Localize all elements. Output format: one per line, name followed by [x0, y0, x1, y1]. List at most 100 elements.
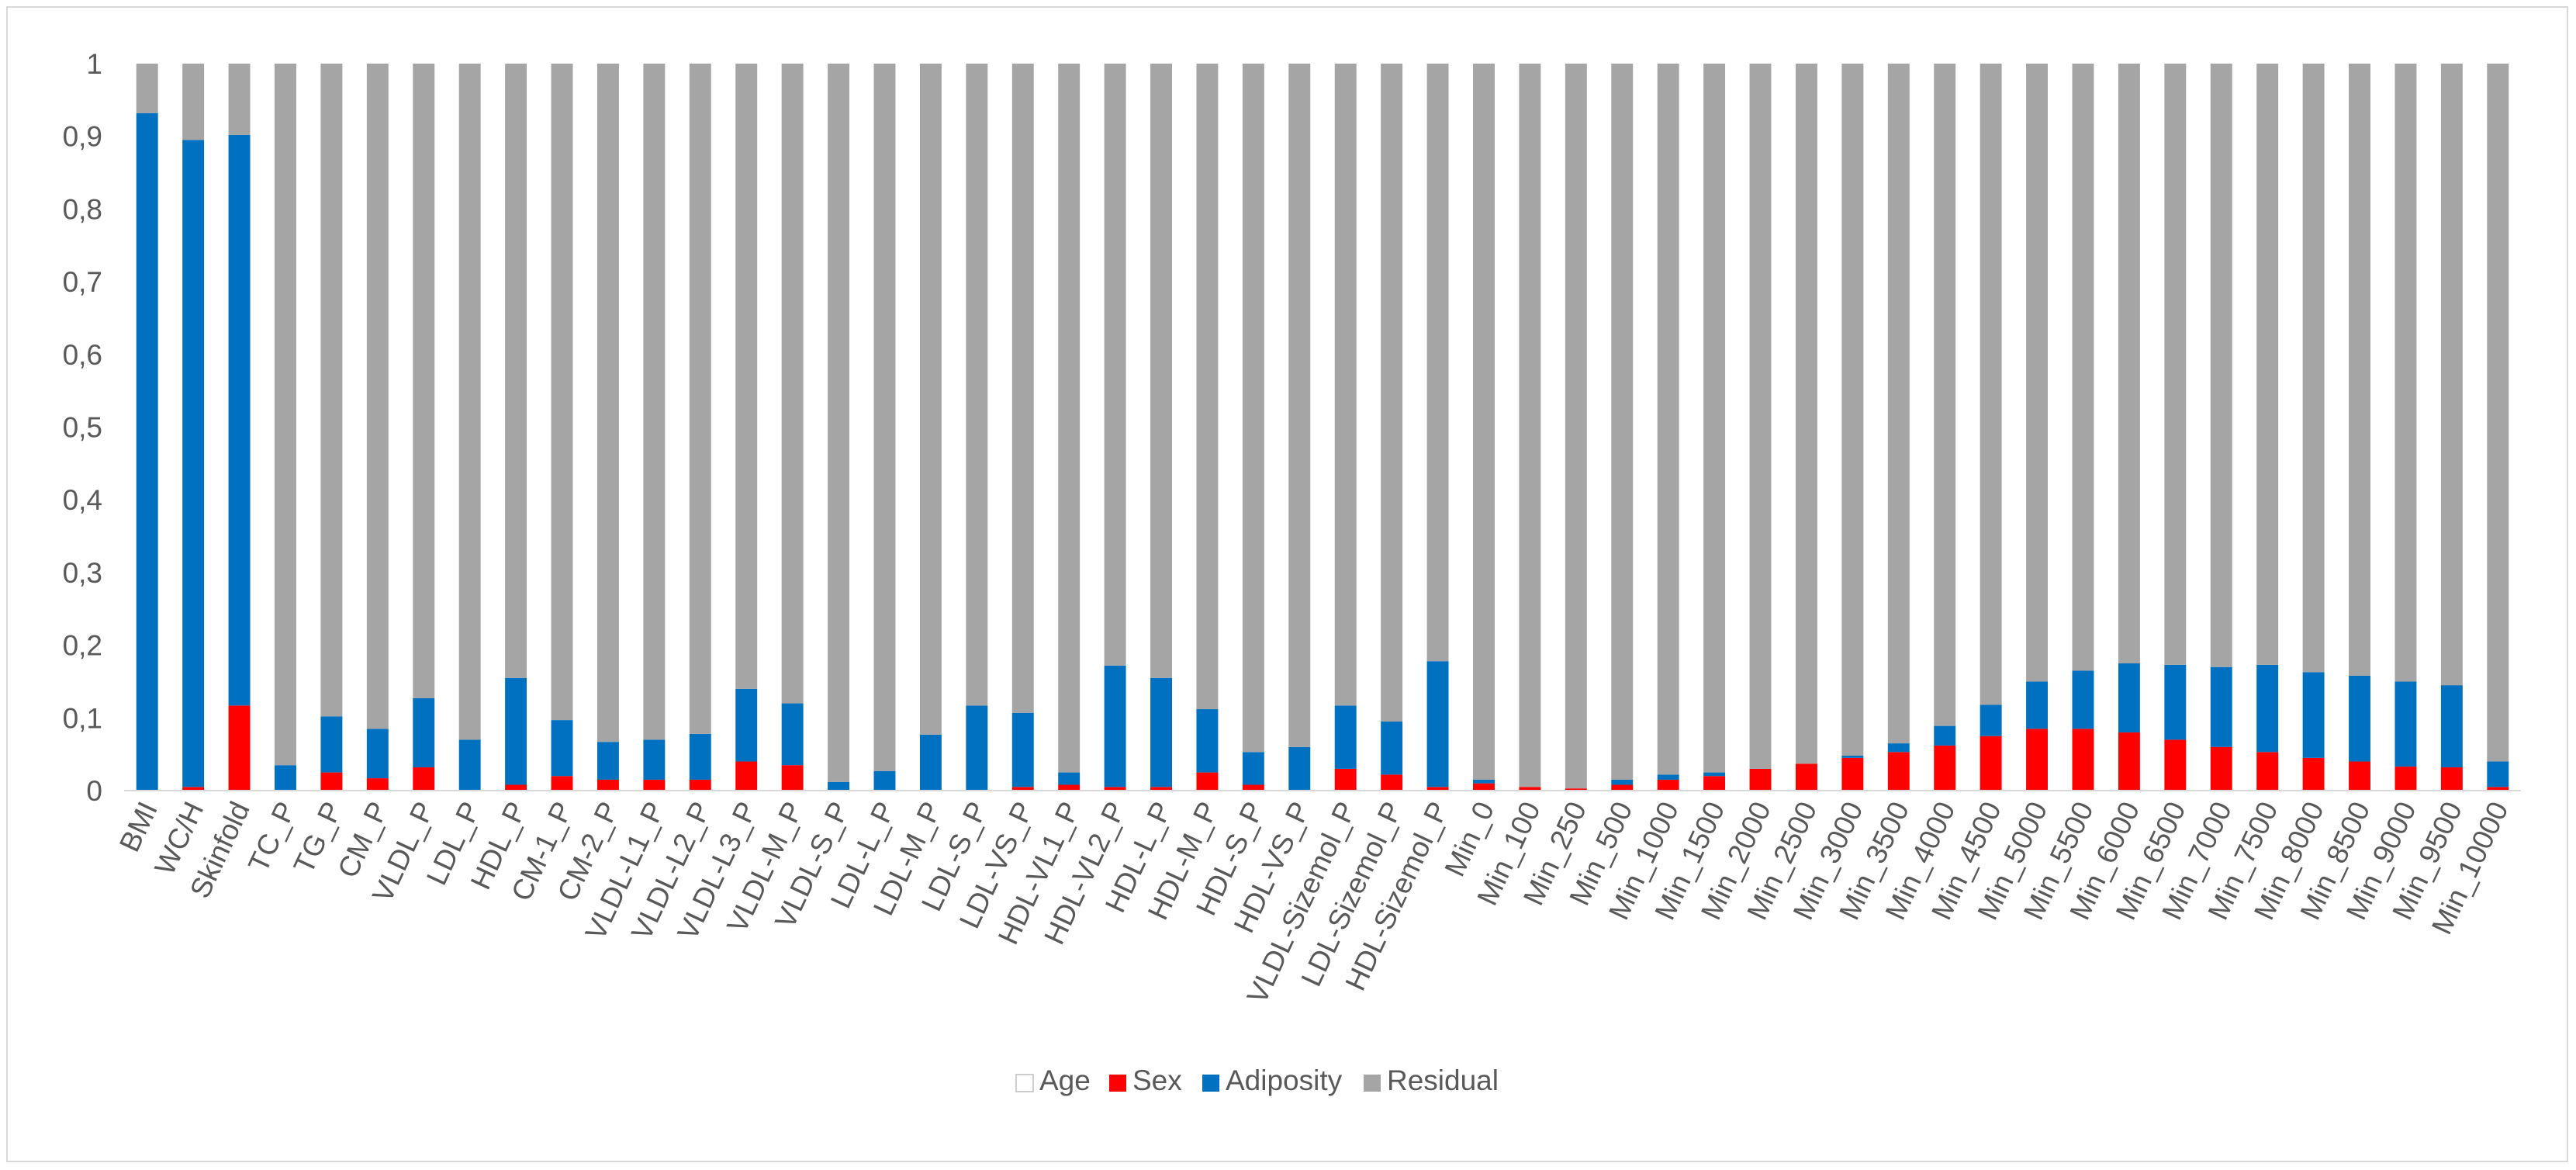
bar-segment-adiposity: [966, 705, 988, 791]
bar-segment-sex: [2072, 729, 2094, 791]
x-tick-label: BMI: [113, 797, 164, 857]
bar-segment-sex: [2256, 752, 2279, 791]
bar-segment-residual: [2349, 64, 2370, 676]
bar-segment-residual: [366, 64, 389, 729]
y-tick-label: 0,7: [63, 266, 102, 298]
bar-segment-adiposity: [505, 677, 527, 785]
legend-swatch-sex: [1109, 1075, 1126, 1092]
bar-segment-residual: [1058, 64, 1081, 773]
bar-segment-adiposity: [1980, 704, 2002, 736]
bar-segment-residual: [1196, 64, 1219, 710]
bar-segment-sex: [735, 761, 758, 791]
bar-segment-residual: [2026, 64, 2049, 682]
bar-segment-sex: [2118, 732, 2140, 791]
bar-segment-residual: [1519, 64, 1541, 788]
bar-segment-adiposity: [689, 733, 711, 780]
bar-segment-residual: [643, 64, 666, 740]
bar-segment-sex: [1934, 745, 1956, 791]
bar-segment-residual: [919, 64, 942, 735]
bar-segment-sex: [596, 779, 619, 791]
bar-segment-residual: [966, 64, 988, 706]
bar-segment-sex: [1104, 787, 1126, 791]
bar-segment-residual: [275, 64, 296, 766]
bar-segment-adiposity: [551, 720, 573, 777]
bar-segment-residual: [689, 64, 711, 734]
bar-segment-residual: [1657, 64, 1679, 775]
bar-segment-residual: [2487, 64, 2509, 762]
bar-segment-residual: [2072, 64, 2094, 671]
legend-label-adiposity: Adiposity: [1226, 1064, 1343, 1096]
bar-segment-residual: [1288, 64, 1311, 747]
bar-segment-sex: [1334, 768, 1357, 791]
bar-segment-residual: [1242, 64, 1264, 753]
bar-segment-sex: [1841, 757, 1864, 791]
bar-segment-residual: [1795, 64, 1817, 764]
bar-segment-residual: [1426, 64, 1449, 662]
bar-segment-adiposity: [2118, 663, 2140, 733]
legend-label-sex: Sex: [1132, 1064, 1182, 1096]
x-axis-tick-labels: BMIWC/HSkinfoldTC_PTG_PCM_PVLDL_PLDL_PHD…: [113, 797, 2515, 1009]
y-tick-label: 0: [86, 775, 102, 807]
bar-segment-sex: [1196, 772, 1219, 791]
bar-segment-adiposity: [2026, 681, 2049, 729]
bar-segment-adiposity: [320, 716, 343, 773]
bar-segment-sex: [781, 765, 804, 791]
bar-segment-residual: [320, 64, 343, 717]
bar-segment-sex: [2349, 761, 2370, 791]
bar-segment-sex: [1749, 768, 1772, 791]
bar-segment-sex: [1887, 752, 1910, 791]
bar-segment-adiposity: [2210, 666, 2232, 747]
bar-segment-sex: [182, 787, 205, 791]
bar-segment-adiposity: [413, 698, 435, 768]
bar-segment-adiposity: [2164, 664, 2187, 740]
bar-segment-residual: [2164, 64, 2187, 665]
bar-segment-adiposity: [643, 739, 666, 780]
bar-segment-residual: [1703, 64, 1726, 773]
bar-segment-sex: [1473, 783, 1495, 791]
legend-swatch-residual: [1364, 1075, 1381, 1092]
chart-frame: 0 0,1 0,2 0,3 0,4 0,5 0,6 0,7 0,8 0,9 1 BMI WC/H Ski…: [6, 6, 2568, 1162]
bar-segment-residual: [596, 64, 619, 742]
bar-segment-residual: [828, 64, 850, 782]
bar-segment-residual: [2302, 64, 2325, 673]
bar-segment-residual: [1150, 64, 1172, 678]
bar-segment-residual: [505, 64, 527, 678]
bar-segment-adiposity: [1288, 746, 1311, 791]
bar-segment-sex: [2394, 767, 2417, 791]
legend-swatch-adiposity: [1202, 1075, 1219, 1092]
bar-segment-residual: [413, 64, 435, 698]
bar-segment-adiposity: [873, 770, 896, 791]
bar-segment-adiposity: [1426, 661, 1449, 788]
y-tick-label: 0,2: [63, 630, 102, 662]
bar-segment-adiposity: [1841, 756, 1864, 758]
y-tick-label: 0,9: [63, 121, 102, 153]
bar-segment-residual: [1104, 64, 1126, 666]
bar-segment-sex: [643, 779, 666, 791]
legend-label-age: Age: [1039, 1064, 1091, 1096]
bar-segment-adiposity: [1196, 709, 1219, 773]
bar-segment-sex: [1980, 736, 2002, 791]
bar-segment-residual: [228, 64, 251, 135]
bar-segment-adiposity: [366, 729, 389, 779]
bar-segment-adiposity: [2440, 685, 2463, 768]
bar-segment-residual: [781, 64, 804, 704]
bar-segment-sex: [1426, 787, 1449, 791]
bar-segment-adiposity: [919, 734, 942, 791]
bar-segment-residual: [2118, 64, 2140, 664]
bar-segment-sex: [228, 705, 251, 791]
bar-segment-adiposity: [1058, 772, 1081, 785]
bar-segment-residual: [1934, 64, 1956, 726]
bar-segment-sex: [413, 767, 435, 791]
bar-segment-sex: [1058, 784, 1081, 791]
bar-segment-adiposity: [781, 703, 804, 766]
bar-segment-adiposity: [228, 134, 251, 706]
bar-segment-adiposity: [1473, 779, 1495, 784]
bar-segment-sex: [366, 778, 389, 791]
bar-segment-residual: [136, 64, 158, 113]
bar-segment-sex: [1519, 787, 1541, 791]
bar-segment-adiposity: [2487, 761, 2509, 788]
bar-segment-sex: [2440, 767, 2463, 791]
bar-segment-residual: [1611, 64, 1634, 780]
bar-segment-adiposity: [1934, 725, 1956, 746]
bar-segment-residual: [2256, 64, 2279, 665]
